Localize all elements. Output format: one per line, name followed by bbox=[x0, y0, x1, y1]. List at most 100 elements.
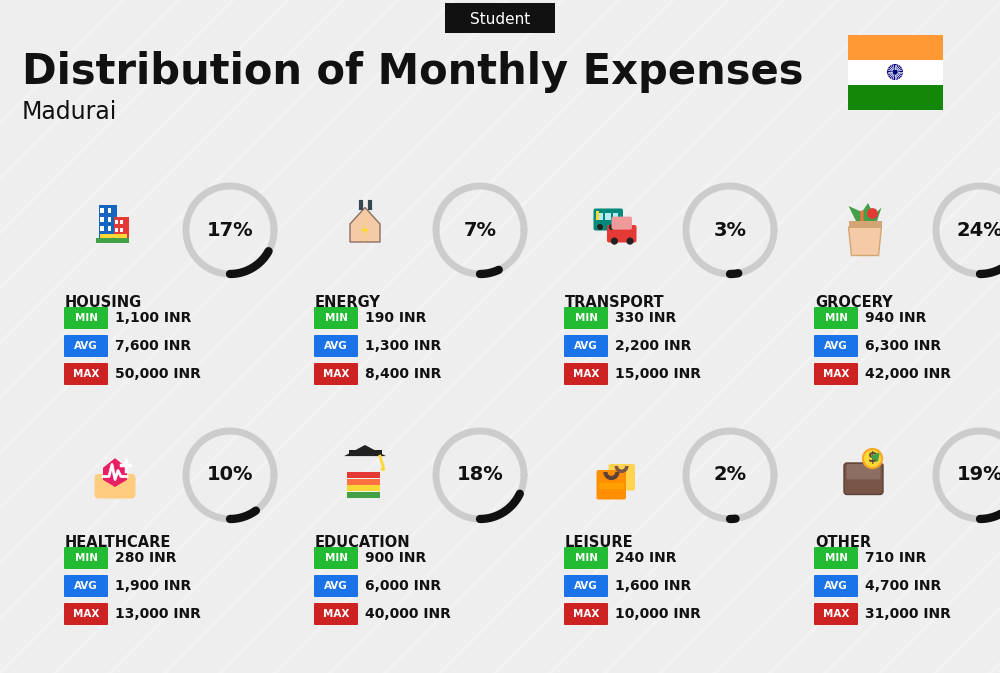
FancyBboxPatch shape bbox=[64, 575, 108, 597]
FancyBboxPatch shape bbox=[100, 217, 104, 222]
Text: 6,300 INR: 6,300 INR bbox=[865, 339, 941, 353]
Text: 6,000 INR: 6,000 INR bbox=[365, 579, 441, 593]
Text: MIN: MIN bbox=[324, 553, 348, 563]
Text: AVG: AVG bbox=[74, 341, 98, 351]
FancyBboxPatch shape bbox=[314, 307, 358, 329]
Text: 10,000 INR: 10,000 INR bbox=[615, 607, 701, 621]
Circle shape bbox=[867, 208, 878, 219]
Text: LEISURE: LEISURE bbox=[565, 535, 634, 550]
FancyBboxPatch shape bbox=[613, 213, 618, 220]
FancyBboxPatch shape bbox=[848, 60, 943, 85]
FancyBboxPatch shape bbox=[347, 485, 380, 491]
FancyBboxPatch shape bbox=[120, 228, 123, 232]
FancyBboxPatch shape bbox=[814, 547, 858, 569]
FancyBboxPatch shape bbox=[94, 474, 136, 499]
Text: AVG: AVG bbox=[574, 341, 598, 351]
Text: 280 INR: 280 INR bbox=[115, 551, 176, 565]
Text: 940 INR: 940 INR bbox=[865, 311, 926, 325]
Text: EDUCATION: EDUCATION bbox=[315, 535, 411, 550]
Text: 3%: 3% bbox=[714, 221, 746, 240]
Text: MIN: MIN bbox=[74, 553, 98, 563]
Text: 31,000 INR: 31,000 INR bbox=[865, 607, 951, 621]
Polygon shape bbox=[361, 213, 369, 246]
Circle shape bbox=[597, 224, 603, 230]
FancyBboxPatch shape bbox=[848, 221, 882, 227]
FancyBboxPatch shape bbox=[607, 225, 637, 242]
Text: 7,600 INR: 7,600 INR bbox=[115, 339, 191, 353]
Text: 330 INR: 330 INR bbox=[615, 311, 676, 325]
FancyBboxPatch shape bbox=[64, 547, 108, 569]
Text: Distribution of Monthly Expenses: Distribution of Monthly Expenses bbox=[22, 51, 804, 93]
FancyBboxPatch shape bbox=[314, 335, 358, 357]
Text: HEALTHCARE: HEALTHCARE bbox=[65, 535, 171, 550]
Polygon shape bbox=[350, 207, 380, 242]
Text: Madurai: Madurai bbox=[22, 100, 117, 124]
Text: TRANSPORT: TRANSPORT bbox=[565, 295, 665, 310]
Text: 18%: 18% bbox=[457, 466, 503, 485]
FancyBboxPatch shape bbox=[844, 463, 883, 495]
Text: 17%: 17% bbox=[207, 221, 253, 240]
Text: MAX: MAX bbox=[573, 369, 599, 379]
FancyBboxPatch shape bbox=[108, 217, 111, 222]
Text: AVG: AVG bbox=[824, 581, 848, 591]
Text: AVG: AVG bbox=[74, 581, 98, 591]
Circle shape bbox=[381, 467, 385, 471]
Text: $: $ bbox=[868, 452, 877, 466]
FancyBboxPatch shape bbox=[314, 575, 358, 597]
Polygon shape bbox=[848, 203, 882, 221]
Text: 710 INR: 710 INR bbox=[865, 551, 926, 565]
FancyBboxPatch shape bbox=[612, 217, 632, 229]
Text: ENERGY: ENERGY bbox=[315, 295, 381, 310]
FancyBboxPatch shape bbox=[846, 464, 881, 479]
FancyBboxPatch shape bbox=[564, 547, 608, 569]
Text: 13,000 INR: 13,000 INR bbox=[115, 607, 201, 621]
FancyBboxPatch shape bbox=[347, 479, 380, 485]
Text: 2,200 INR: 2,200 INR bbox=[615, 339, 691, 353]
FancyBboxPatch shape bbox=[314, 363, 358, 385]
FancyBboxPatch shape bbox=[814, 575, 858, 597]
FancyBboxPatch shape bbox=[314, 603, 358, 625]
Text: AVG: AVG bbox=[324, 341, 348, 351]
FancyBboxPatch shape bbox=[64, 335, 108, 357]
FancyBboxPatch shape bbox=[347, 472, 380, 478]
FancyBboxPatch shape bbox=[347, 492, 380, 498]
Text: MAX: MAX bbox=[823, 609, 849, 619]
FancyBboxPatch shape bbox=[115, 219, 118, 224]
Polygon shape bbox=[848, 227, 882, 256]
Text: MAX: MAX bbox=[323, 609, 349, 619]
Text: 240 INR: 240 INR bbox=[615, 551, 676, 565]
Text: 24%: 24% bbox=[957, 221, 1000, 240]
FancyBboxPatch shape bbox=[848, 35, 943, 60]
Circle shape bbox=[863, 449, 882, 468]
FancyBboxPatch shape bbox=[120, 219, 123, 224]
FancyBboxPatch shape bbox=[594, 209, 623, 230]
Text: 4,700 INR: 4,700 INR bbox=[865, 579, 941, 593]
FancyBboxPatch shape bbox=[64, 603, 108, 625]
Text: HOUSING: HOUSING bbox=[65, 295, 142, 310]
Text: 15,000 INR: 15,000 INR bbox=[615, 367, 701, 381]
Text: 42,000 INR: 42,000 INR bbox=[865, 367, 951, 381]
Circle shape bbox=[626, 238, 634, 245]
FancyBboxPatch shape bbox=[564, 603, 608, 625]
FancyBboxPatch shape bbox=[814, 363, 858, 385]
FancyBboxPatch shape bbox=[114, 217, 128, 238]
Text: OTHER: OTHER bbox=[815, 535, 871, 550]
Text: 50,000 INR: 50,000 INR bbox=[115, 367, 201, 381]
FancyBboxPatch shape bbox=[608, 464, 635, 491]
FancyBboxPatch shape bbox=[564, 307, 608, 329]
Text: MAX: MAX bbox=[823, 369, 849, 379]
Text: MIN: MIN bbox=[824, 313, 848, 323]
FancyBboxPatch shape bbox=[64, 363, 108, 385]
Text: 1,300 INR: 1,300 INR bbox=[365, 339, 441, 353]
Text: MIN: MIN bbox=[74, 313, 98, 323]
FancyBboxPatch shape bbox=[100, 225, 104, 231]
Text: MIN: MIN bbox=[324, 313, 348, 323]
FancyBboxPatch shape bbox=[64, 307, 108, 329]
FancyBboxPatch shape bbox=[598, 213, 603, 220]
FancyBboxPatch shape bbox=[598, 483, 624, 489]
Text: 19%: 19% bbox=[957, 466, 1000, 485]
Text: Student: Student bbox=[470, 11, 530, 26]
Text: 1,900 INR: 1,900 INR bbox=[115, 579, 191, 593]
Text: MAX: MAX bbox=[323, 369, 349, 379]
Text: AVG: AVG bbox=[574, 581, 598, 591]
